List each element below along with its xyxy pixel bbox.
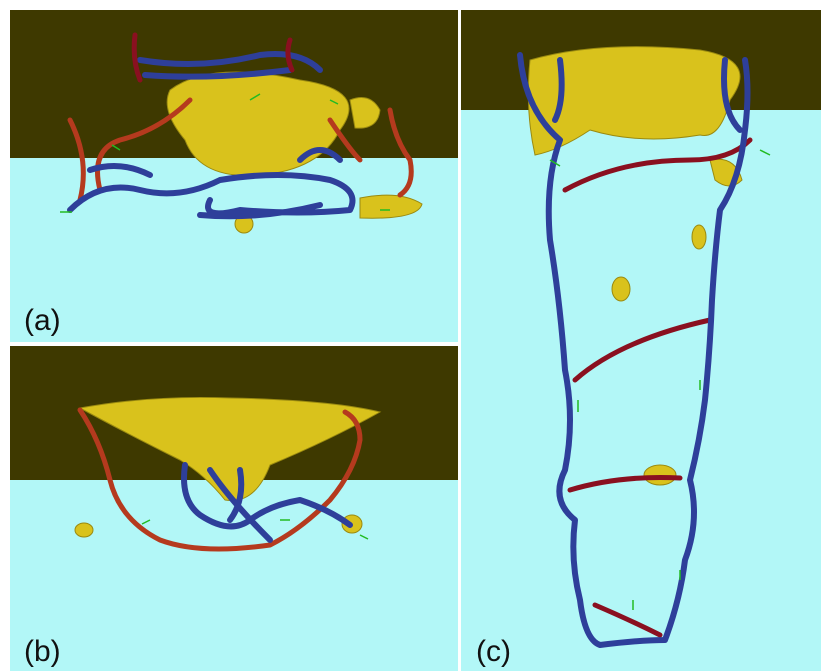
panel-c: (c) <box>461 10 821 671</box>
blob <box>612 277 630 301</box>
figure: (a) (b) (c) <box>0 0 821 671</box>
panel-label: (a) <box>24 304 61 337</box>
blob <box>692 225 706 249</box>
blob <box>75 523 93 537</box>
panel-label: (b) <box>24 635 61 668</box>
blob <box>644 465 676 485</box>
panel-a: (a) <box>10 10 458 342</box>
panel-label: (c) <box>476 635 511 668</box>
panel-b: (b) <box>10 346 458 671</box>
